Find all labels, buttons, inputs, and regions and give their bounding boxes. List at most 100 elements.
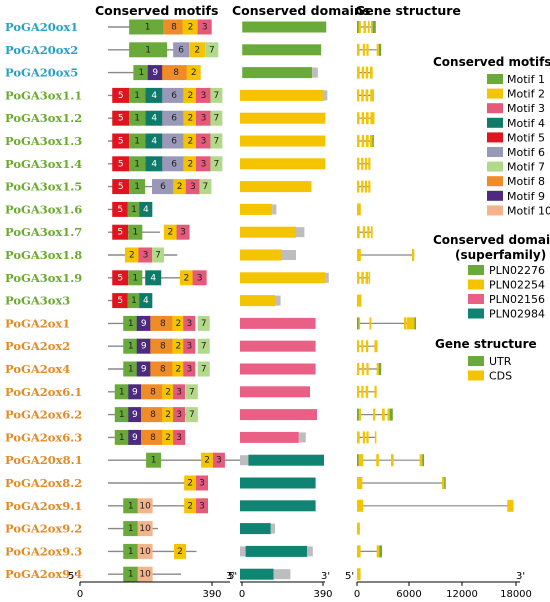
domain-bar [240,523,271,535]
gene-row: PoGA3ox1.2 5 1 4 6 2 3 7 [5,110,375,126]
gene-row: PoGA3ox1.7 5 1 2 3 [5,224,373,240]
cds-block [376,545,380,558]
domain-gap [270,523,275,534]
motif-3-label: 3 [216,456,222,466]
domain-bar [240,112,326,124]
legend-domain-swatch [468,265,484,275]
motif-5-box [112,224,129,240]
domain-axis-3prime: 3' [321,571,330,582]
motif-10-box [137,521,153,537]
domain-bar [240,249,282,261]
motif-1-label: 1 [132,273,138,283]
motif-2-box [162,429,175,445]
motif-7-label: 7 [201,319,207,329]
legend-motif-label: Motif 1 [507,73,545,86]
domains-header: Conserved domains [232,3,370,18]
motif-5-box [112,87,130,103]
gene-row: PoGA20ox1 1 8 2 3 [5,19,376,35]
motif-2-label: 2 [204,456,210,466]
motif-2-label: 2 [187,159,193,169]
cds-block [369,135,373,147]
gene-row: PoGA2ox9.4 1 10 [5,566,361,582]
gene-tick-label: 6000 [396,589,421,600]
motif-1-box [129,179,146,195]
cds-block [362,43,366,56]
gene-row: PoGA2ox9.2 1 10 [5,521,360,537]
cds-block [374,340,378,353]
gene-name: PoGA20ox1 [5,20,78,34]
legend-motif-swatch [487,190,503,201]
legend-motif-swatch [487,132,503,143]
gene-row: PoGA20x8.1 1 2 3 [5,452,425,468]
motif-1-label: 1 [151,456,157,466]
motif-7-box [197,338,210,354]
motif-4-label: 4 [151,114,157,124]
cds-block [357,249,361,261]
motif-1-label: 1 [131,296,137,306]
motif-tick-label: 0 [77,589,83,600]
motif-9-label: 9 [152,68,158,78]
motif-3-box [183,338,196,354]
motif-7-box [205,42,219,58]
utr-block [372,135,374,147]
motif-7-box [185,407,198,423]
gene-name: PoGA2ox6.3 [5,430,82,444]
cds-block [361,180,364,193]
motif-7-label: 7 [214,137,220,147]
domain-gap [273,569,291,580]
motif-3-box [212,452,225,468]
motif-5-box [112,110,130,126]
motif-1-label: 1 [134,182,140,192]
cds-block [357,89,360,102]
cds-block [412,249,415,261]
motif-1-label: 1 [128,547,134,557]
motif-2-label: 2 [165,410,171,420]
utr-block [357,21,359,33]
domain-bar [240,203,273,215]
motif-1-box [129,110,146,126]
structure-header: Gene structure [355,3,461,18]
motif-7-label: 7 [155,251,161,261]
cds-block [357,226,360,239]
motif-2-box [162,384,175,400]
motif-3-label: 3 [176,387,182,397]
legend-domain-label: PLN02254 [489,279,545,292]
motif-7-label: 7 [189,387,195,397]
motif-1-box [129,156,146,172]
motif-1-label: 1 [119,387,125,397]
gene-row: PoGA2ox6.3 1 9 8 2 3 [5,429,377,445]
motif-5-label: 5 [118,159,124,169]
motif-5-box [112,201,129,217]
motif-3-label: 3 [201,91,207,101]
motif-3-label: 3 [199,501,205,511]
gene-name: PoGA20ox5 [5,66,78,80]
motif-2-box [163,224,177,240]
motif-8-label: 8 [150,433,156,443]
motif-6-label: 6 [178,45,184,55]
motif-3-label: 3 [176,410,182,420]
domain-axis-5prime: 5' [228,571,237,582]
motif-8-label: 8 [160,365,166,375]
motif-3-box [183,315,196,331]
motif-1-box [146,452,162,468]
cds-block [367,21,370,33]
motif-8-label: 8 [173,68,179,78]
gene-tick-label: 0 [354,589,360,600]
motif-5-box [112,270,129,286]
motif-5-label: 5 [118,91,124,101]
motif-10-label: 10 [139,501,151,511]
motif-10-box [137,498,153,514]
domain-bar [240,181,312,193]
legend-motif-swatch [487,205,503,216]
motif-1-box [123,521,139,537]
cds-block [369,317,372,330]
cds-block [357,43,360,56]
cds-block [368,157,371,170]
domain-bar [240,89,324,101]
motif-1-box [133,65,150,81]
motif-2-box [174,543,186,559]
domain-gap [324,90,328,101]
